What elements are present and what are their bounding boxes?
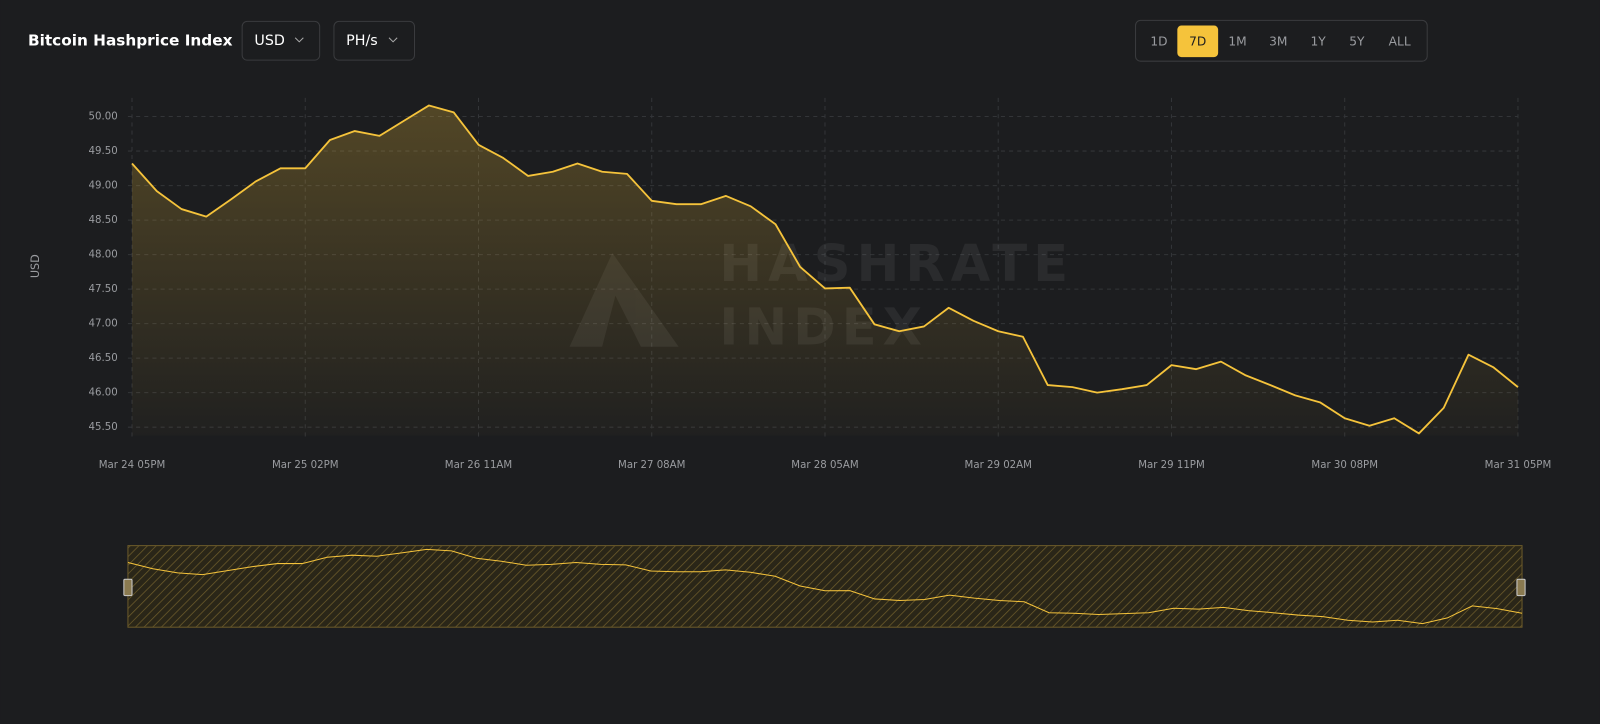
- x-tick-label: Mar 29 11PM: [1138, 460, 1205, 471]
- unit-select[interactable]: PH/s: [333, 20, 416, 61]
- range-button[interactable]: 1M: [1228, 34, 1246, 48]
- range-active: [1177, 25, 1219, 58]
- title: Bitcoin Hashprice Index: [28, 31, 233, 49]
- y-tick-label: 46.50: [89, 353, 118, 364]
- range-label: 1Y: [1310, 34, 1326, 48]
- y-tick-label: 50.00: [89, 112, 118, 123]
- y-tick-label: 48.00: [89, 250, 118, 261]
- navigator[interactable]: [127, 545, 1523, 628]
- x-tick-label: Mar 26 11AM: [445, 460, 512, 471]
- range-button[interactable]: 3M: [1269, 34, 1287, 48]
- range-label: 5Y: [1349, 34, 1365, 48]
- range-label: 7D: [1189, 34, 1206, 48]
- select-label: PH/s: [346, 33, 378, 49]
- x-tick-label: Mar 25 02PM: [272, 460, 339, 471]
- x-tick-label: Mar 31 05PM: [1485, 460, 1552, 471]
- range-button[interactable]: ALL: [1389, 34, 1411, 48]
- range-label: 3M: [1269, 34, 1287, 48]
- x-tick-label: Mar 29 02AM: [965, 460, 1032, 471]
- range-group: [1135, 19, 1428, 62]
- select-label: USD: [254, 33, 284, 49]
- y-tick-label: 49.50: [89, 146, 118, 157]
- range-button[interactable]: 1Y: [1310, 34, 1326, 48]
- y-tick-label: 45.50: [89, 422, 118, 433]
- x-tick-label: Mar 30 08PM: [1311, 460, 1378, 471]
- y-tick-label: 49.00: [89, 181, 118, 192]
- y-tick-label: 46.00: [89, 388, 118, 399]
- y-tick-label: 48.50: [89, 215, 118, 226]
- range-label: ALL: [1389, 34, 1411, 48]
- area: [132, 105, 1518, 436]
- range-label: 1D: [1150, 34, 1167, 48]
- navigator-line: [127, 548, 1523, 625]
- navigator-handle[interactable]: [1516, 578, 1526, 597]
- y-tick-label: 47.50: [89, 284, 118, 295]
- x-tick-label: Mar 28 05AM: [791, 460, 858, 471]
- y-tick-label: 47.00: [89, 319, 118, 330]
- range-label: 1M: [1228, 34, 1246, 48]
- range-button[interactable]: 1D: [1150, 34, 1167, 48]
- x-tick-label: Mar 24 05PM: [99, 460, 166, 471]
- range-button[interactable]: 7D: [1177, 25, 1219, 58]
- currency-select[interactable]: USD: [241, 20, 321, 61]
- y-axis-label: USD: [29, 254, 42, 278]
- line: [131, 104, 1519, 435]
- range-button[interactable]: 5Y: [1349, 34, 1365, 48]
- navigator-handle[interactable]: [123, 578, 133, 597]
- x-tick-label: Mar 27 08AM: [618, 460, 685, 471]
